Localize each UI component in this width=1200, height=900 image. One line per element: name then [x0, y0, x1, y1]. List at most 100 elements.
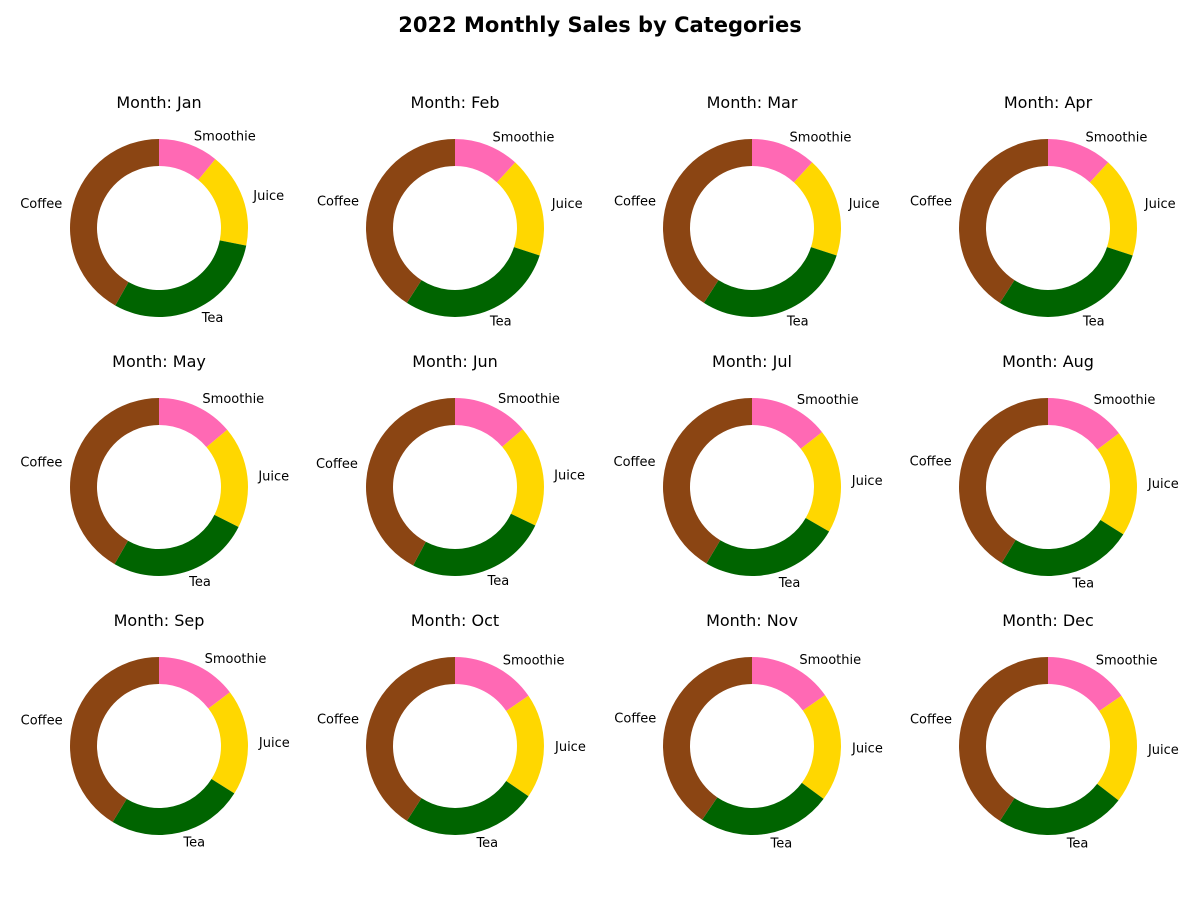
- slice-juice: [208, 692, 248, 794]
- slice-label-coffee: Coffee: [21, 714, 63, 729]
- panel-title: Month: Nov: [706, 611, 798, 630]
- slice-label-smoothie: Smoothie: [493, 131, 555, 146]
- slice-coffee: [959, 657, 1048, 821]
- slice-label-smoothie: Smoothie: [194, 130, 256, 145]
- panel-title: Month: May: [112, 352, 206, 371]
- slice-tea: [406, 247, 540, 317]
- slice-tea: [406, 780, 529, 835]
- slice-label-tea: Tea: [1066, 837, 1089, 852]
- slice-label-tea: Tea: [475, 836, 498, 851]
- panel-title: Month: Feb: [411, 93, 500, 112]
- slice-smoothie: [1048, 657, 1122, 712]
- slice-label-smoothie: Smoothie: [799, 653, 861, 668]
- slice-label-smoothie: Smoothie: [498, 392, 560, 407]
- slice-label-juice: Juice: [551, 197, 583, 212]
- slice-label-smoothie: Smoothie: [1094, 393, 1156, 408]
- slice-label-tea: Tea: [770, 837, 793, 852]
- slice-juice: [801, 695, 841, 799]
- slice-label-coffee: Coffee: [910, 194, 952, 209]
- slice-coffee: [663, 398, 752, 564]
- slice-coffee: [69, 657, 159, 822]
- slice-label-coffee: Coffee: [910, 712, 952, 727]
- slice-coffee: [663, 657, 752, 820]
- slice-label-tea: Tea: [201, 311, 224, 326]
- slice-coffee: [365, 657, 455, 821]
- slice-tea: [706, 518, 830, 576]
- slice-tea: [999, 247, 1133, 317]
- slice-coffee: [366, 398, 455, 566]
- panel-title: Month: Jun: [412, 352, 498, 371]
- slice-label-smoothie: Smoothie: [797, 393, 859, 408]
- donut-panel-10: Month: Oct Smoothie Juice Tea Coffee: [317, 611, 586, 851]
- slice-label-juice: Juice: [848, 197, 880, 212]
- slice-label-tea: Tea: [188, 575, 211, 590]
- panel-title: Month: Aug: [1002, 352, 1094, 371]
- donut-panel-12: Month: Dec Smoothie Juice Tea Coffee: [910, 611, 1179, 852]
- slice-label-smoothie: Smoothie: [202, 392, 264, 407]
- slice-coffee: [69, 139, 159, 306]
- slice-label-juice: Juice: [257, 470, 289, 485]
- donut-panel-1: Month: Jan Smoothie Juice Tea Coffee: [20, 93, 284, 326]
- slice-coffee: [70, 398, 159, 565]
- slice-label-juice: Juice: [1147, 743, 1179, 758]
- slice-label-coffee: Coffee: [20, 197, 62, 212]
- donut-panel-9: Month: Sep Smoothie Juice Tea Coffee: [21, 611, 290, 850]
- slice-coffee: [959, 398, 1048, 563]
- slice-coffee: [366, 139, 455, 303]
- slice-juice: [496, 162, 544, 256]
- panel-title: Month: Mar: [707, 93, 798, 112]
- slice-tea: [413, 513, 536, 576]
- slice-label-juice: Juice: [554, 740, 586, 755]
- slice-label-juice: Juice: [1144, 197, 1176, 212]
- slice-juice: [1097, 433, 1138, 535]
- slice-smoothie: [752, 139, 813, 183]
- slice-label-smoothie: Smoothie: [503, 653, 565, 668]
- slice-label-coffee: Coffee: [317, 194, 359, 209]
- slice-juice: [198, 159, 248, 246]
- slice-label-juice: Juice: [851, 474, 883, 489]
- slice-tea: [114, 514, 239, 576]
- slice-tea: [115, 240, 247, 317]
- chart-title: 2022 Monthly Sales by Categories: [398, 13, 802, 37]
- slice-juice: [506, 695, 545, 797]
- slice-label-coffee: Coffee: [20, 456, 62, 471]
- panel-title: Month: Jul: [712, 352, 792, 371]
- donut-panel-5: Month: May Smoothie Juice Tea Coffee: [20, 352, 289, 590]
- slice-label-juice: Juice: [1147, 477, 1179, 492]
- donut-panel-3: Month: Mar Smoothie Juice Tea Coffee: [614, 93, 880, 329]
- slice-label-smoothie: Smoothie: [1096, 653, 1158, 668]
- slice-tea: [703, 247, 837, 317]
- slice-label-coffee: Coffee: [614, 455, 656, 470]
- slice-smoothie: [752, 398, 823, 449]
- donut-panel-6: Month: Jun Smoothie Juice Tea Coffee: [316, 352, 585, 589]
- slice-coffee: [959, 139, 1048, 303]
- slice-label-juice: Juice: [258, 736, 290, 751]
- panel-title: Month: Oct: [411, 611, 499, 630]
- slice-smoothie: [1048, 139, 1109, 183]
- slice-tea: [702, 782, 824, 835]
- slice-label-tea: Tea: [786, 314, 809, 329]
- slice-juice: [206, 429, 248, 527]
- slice-label-juice: Juice: [553, 468, 585, 483]
- slice-smoothie: [455, 657, 529, 712]
- slice-smoothie: [159, 139, 216, 181]
- donut-panel-8: Month: Aug Smoothie Juice Tea Coffee: [910, 352, 1179, 591]
- panel-title: Month: Apr: [1004, 93, 1093, 112]
- slice-smoothie: [455, 398, 523, 447]
- slice-smoothie: [159, 657, 230, 709]
- slice-coffee: [663, 139, 752, 303]
- slice-tea: [112, 779, 235, 835]
- panel-title: Month: Sep: [114, 611, 205, 630]
- donut-panel-11: Month: Nov Smoothie Juice Tea Coffee: [614, 611, 883, 852]
- panel-title: Month: Jan: [116, 93, 201, 112]
- slice-label-juice: Juice: [252, 189, 284, 204]
- slice-label-smoothie: Smoothie: [1086, 131, 1148, 146]
- slice-tea: [999, 783, 1119, 835]
- panel-title: Month: Dec: [1002, 611, 1094, 630]
- slice-tea: [1001, 520, 1124, 576]
- slice-label-smoothie: Smoothie: [790, 131, 852, 146]
- slice-label-coffee: Coffee: [316, 457, 358, 472]
- slice-smoothie: [159, 398, 228, 448]
- slice-smoothie: [455, 139, 516, 183]
